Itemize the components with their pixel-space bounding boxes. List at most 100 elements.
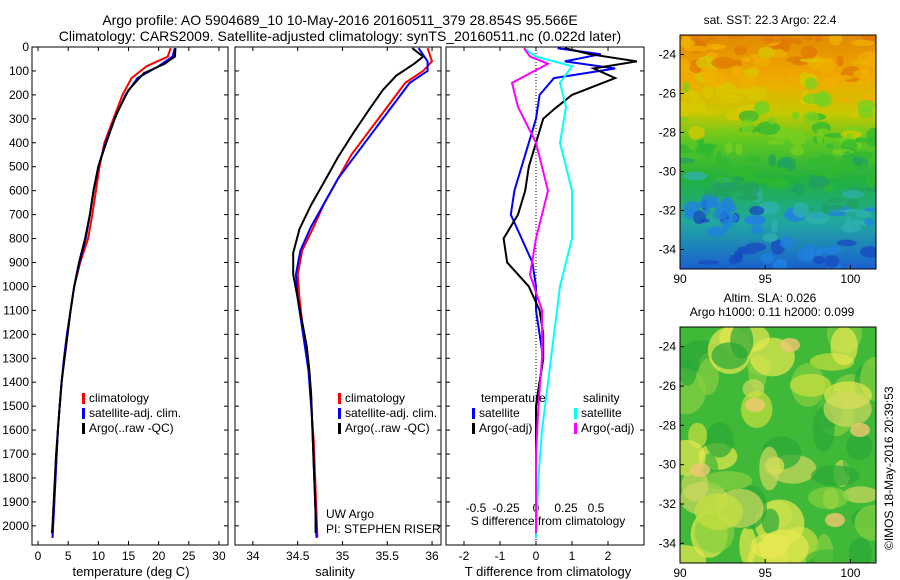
sla-cell (823, 391, 872, 427)
sla-cell (830, 327, 858, 366)
depth-tick-label: 1100 (3, 303, 29, 317)
sst-cell (747, 195, 760, 201)
sst-cell (744, 242, 767, 252)
s-x-tick-label: 0.25 (554, 501, 578, 515)
depth-tick-label: 0 (22, 40, 29, 54)
x-tick-label: 35.5 (376, 549, 400, 563)
salinity-plot-frame (234, 46, 442, 546)
legend-title-salinity: salinity (583, 391, 620, 405)
sst-cell (683, 89, 699, 101)
sst-cell (833, 75, 854, 80)
depth-tick-label: 200 (9, 88, 29, 102)
sst-cell (861, 35, 876, 41)
legend-title-temperature: temperature (481, 391, 546, 405)
sst-cell (767, 177, 790, 189)
sst-cell (799, 58, 821, 63)
map-y-tick-label: -24 (659, 48, 677, 62)
sla-cell (705, 422, 734, 458)
sst-cell (721, 156, 730, 170)
sla-cell (854, 504, 876, 541)
sla-cell (849, 537, 872, 563)
sst-cell (827, 204, 845, 210)
sla-cell (805, 549, 850, 563)
sst-cell (842, 190, 865, 199)
sla-map-field (680, 327, 876, 563)
difference-panel: -2 -1 0 1 2-0.5 -0.25 0 0.25 0.5 temperature sali… (445, 46, 645, 579)
sst-cell (686, 84, 702, 89)
sst-cell (804, 77, 818, 90)
sst-cell (853, 151, 874, 159)
sst-cell (857, 51, 876, 68)
sst-cell (734, 45, 747, 56)
sst-cell (846, 133, 853, 140)
imos-timestamp: ©IMOS 18-May-2016 20:39:53 (882, 386, 896, 550)
salinity-lines (292, 47, 434, 538)
map-x-tick-label: 100 (840, 272, 860, 286)
sla-high-cell (825, 513, 845, 527)
difference-t-xlabel: T difference from climatology (465, 564, 632, 579)
sst-cell (845, 215, 852, 232)
sst-cell (790, 145, 805, 156)
s-x-tick-label: -0.25 (492, 501, 520, 515)
sst-cell (724, 142, 733, 154)
map-x-tick-label: 95 (759, 566, 773, 580)
depth-tick-label: 1500 (2, 399, 29, 413)
sla-cell (761, 508, 780, 535)
sst-cell (756, 121, 780, 135)
series-line-argo---raw--qc- (292, 47, 425, 533)
salinity-annotation-pi: PI: STEPHEN RISER (326, 522, 441, 536)
series-line-argo---raw--qc- (50, 48, 177, 534)
sst-cell (857, 105, 874, 119)
x-tick-label: 35 (336, 549, 350, 563)
sst-cell (824, 132, 844, 138)
legend-swatch (338, 393, 341, 404)
salinity-annotation-uw-argo: UW Argo (326, 507, 374, 521)
map-y-tick-label: -24 (659, 340, 677, 354)
sst-cell (859, 68, 870, 73)
sla-map-axes: 90 95 100 -24 -26 -28 -30 -32 -34 (659, 340, 861, 580)
sla-cell (750, 533, 789, 559)
sst-cell (749, 205, 765, 216)
figure-title-line2: Climatology: CARS2009. Satellite-adjuste… (59, 28, 621, 44)
sst-cell (680, 144, 689, 151)
sst-cell (825, 168, 836, 180)
x-tick-label: -1 (495, 549, 506, 563)
difference-s-xlabel: S difference from climatology (471, 514, 626, 528)
sst-cell (695, 143, 711, 156)
sst-cell (712, 209, 728, 220)
sst-cell (744, 68, 759, 77)
sst-cell (821, 203, 830, 215)
depth-tick-label: 1600 (2, 423, 29, 437)
x-tick-label: 2 (605, 549, 612, 563)
sst-cell (751, 224, 764, 234)
sst-cell (683, 171, 708, 181)
x-tick-label: 25 (182, 549, 196, 563)
sst-cell (735, 143, 743, 156)
sst-cell (758, 46, 775, 59)
sst-cell (776, 167, 789, 175)
sla-cell (789, 373, 832, 397)
sst-cell (860, 246, 876, 258)
sst-cell (762, 233, 778, 243)
x-tick-label: 1 (569, 549, 576, 563)
series-line-climatology (51, 47, 172, 538)
map-y-tick-label: -28 (659, 126, 677, 140)
sst-cell (684, 45, 708, 52)
sst-cell (711, 44, 720, 50)
map-y-tick-label: -30 (659, 458, 677, 472)
sst-cell (792, 183, 805, 196)
sst-cell (680, 149, 694, 154)
sla-map-title: Altim. SLA: 0.026 (724, 291, 817, 305)
sst-cell (814, 35, 823, 43)
map-x-tick-label: 90 (673, 566, 687, 580)
sst-cell (720, 197, 734, 212)
sst-cell (802, 93, 824, 105)
salinity-axes: 34 34.5 35 35.5 36 (235, 46, 441, 563)
map-y-tick-label: -28 (659, 418, 677, 432)
sst-cell (824, 255, 840, 268)
salinity-xlabel: salinity (315, 564, 355, 579)
sst-cell (828, 35, 843, 46)
legend-label: Argo(..raw -QC) (345, 421, 430, 435)
x-tick-label: 34.5 (286, 549, 310, 563)
